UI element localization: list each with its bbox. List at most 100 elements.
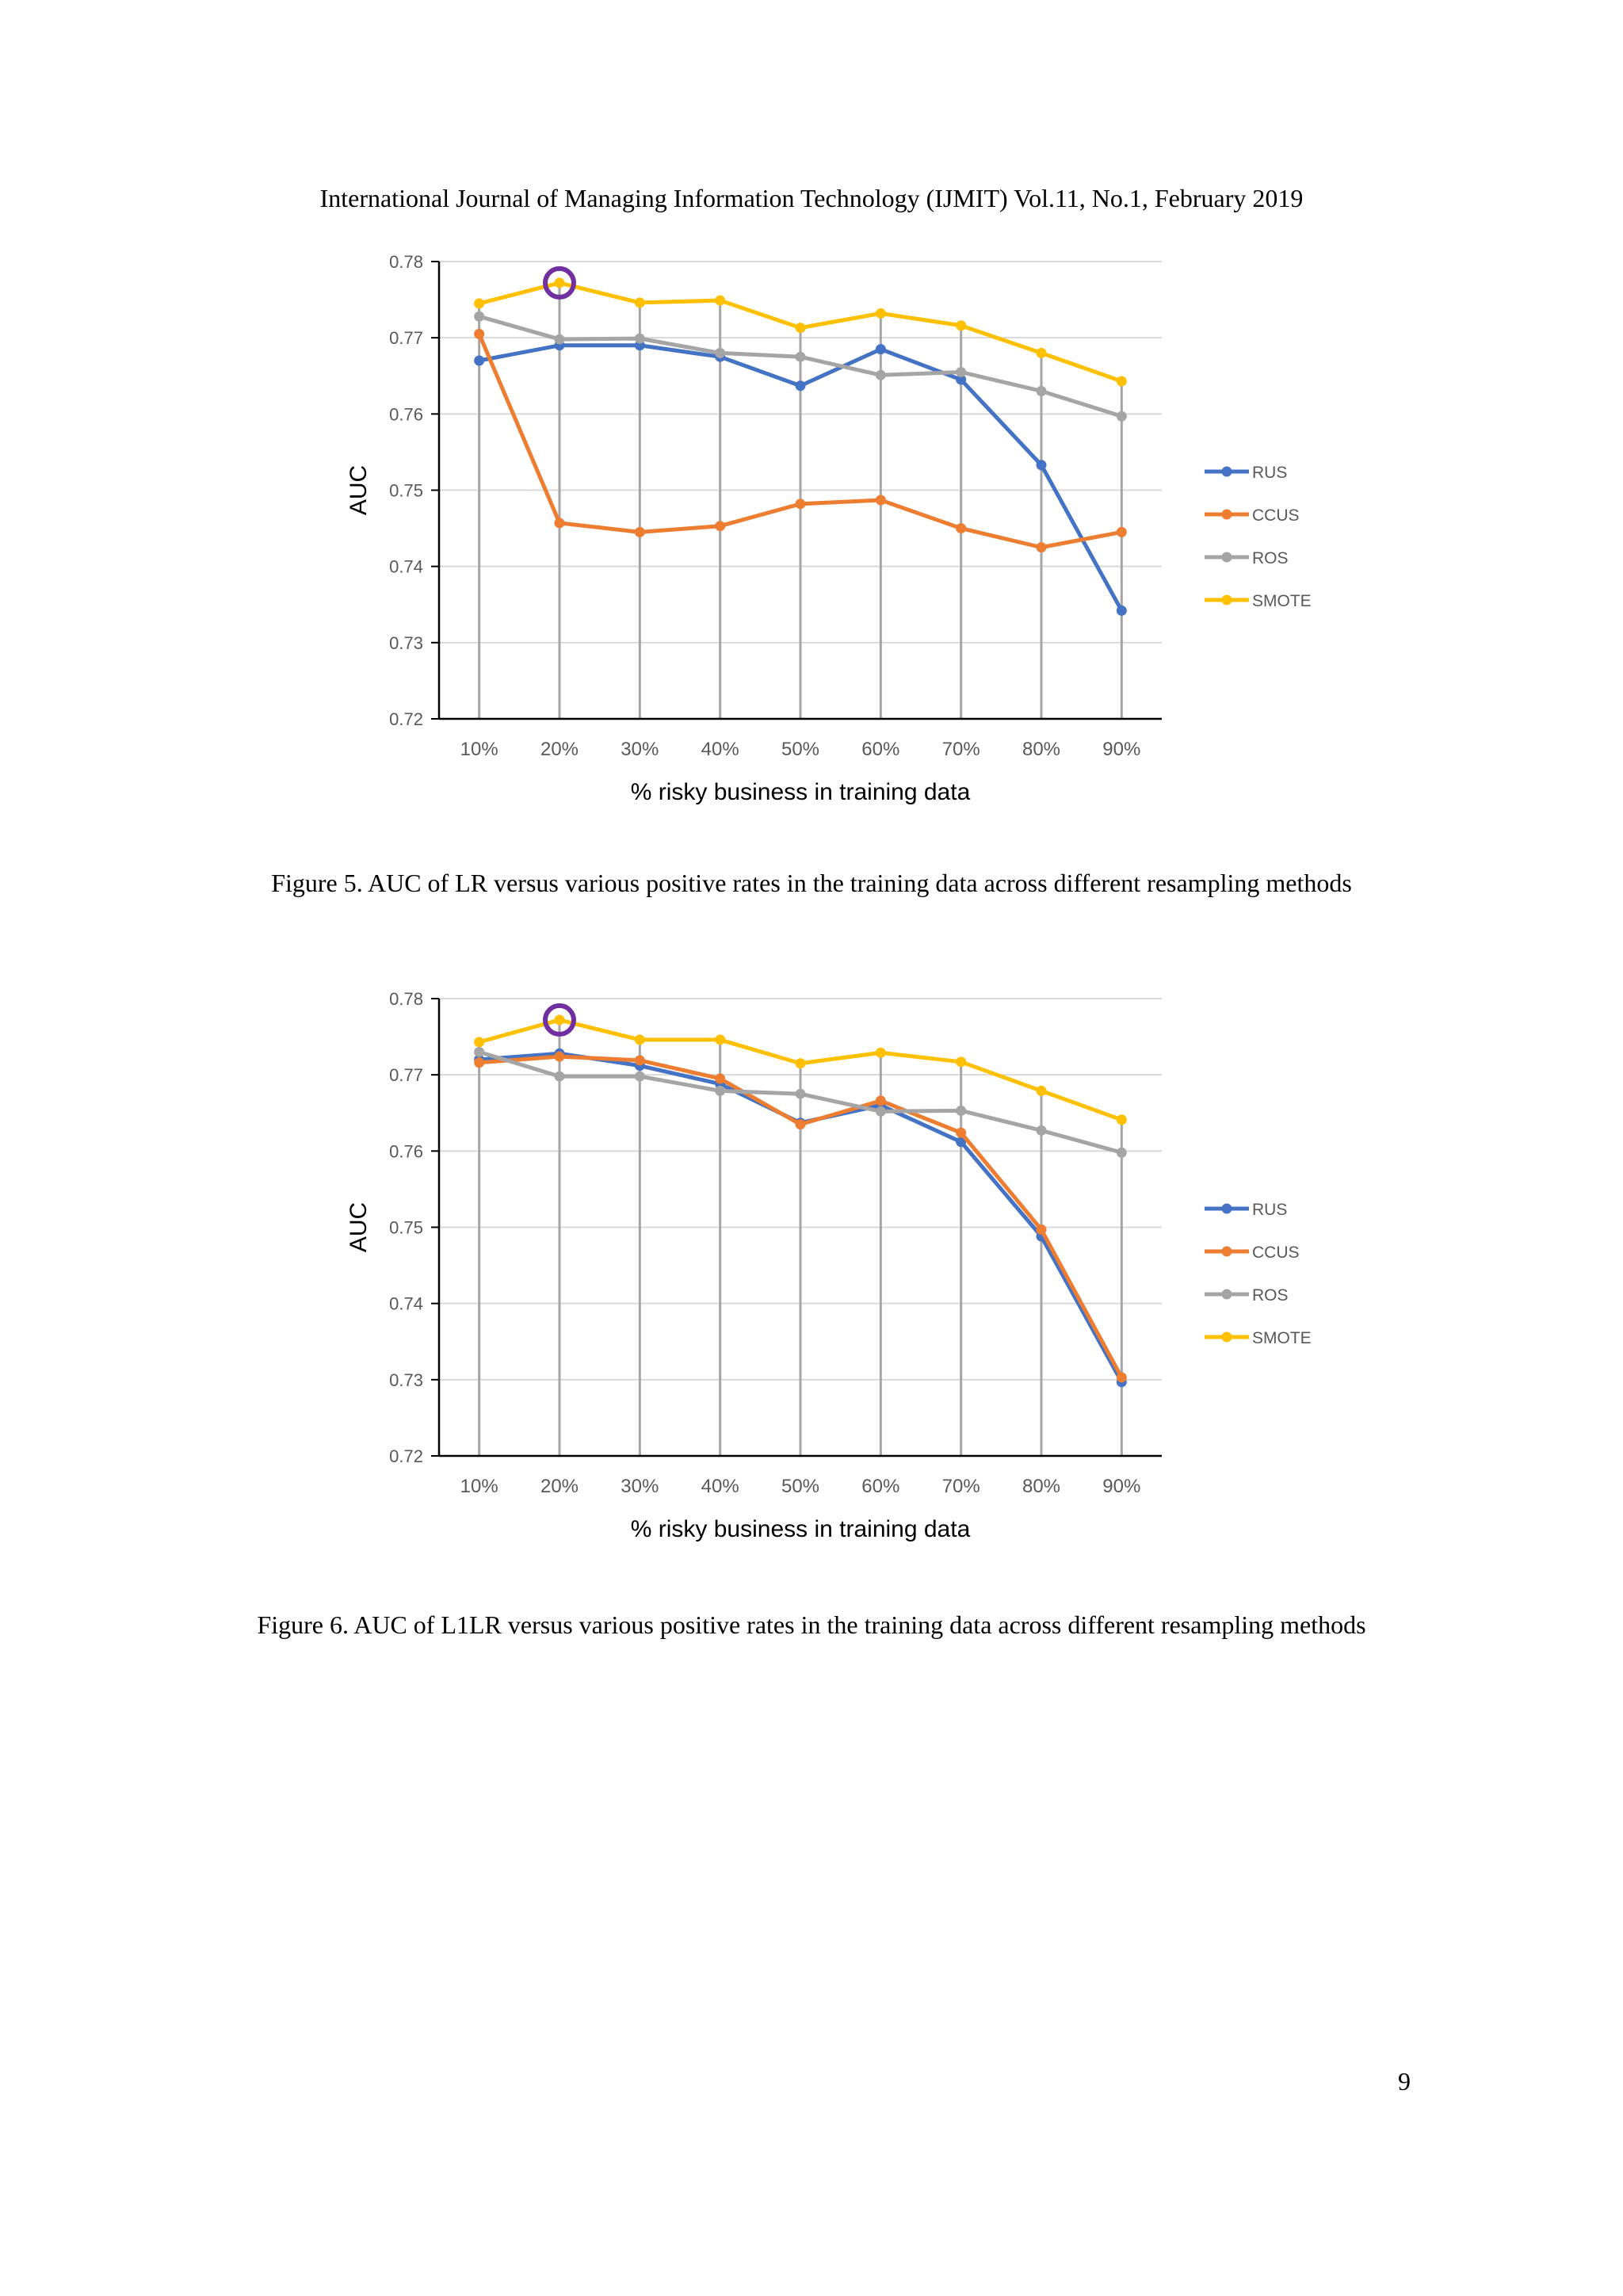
data-point xyxy=(634,526,645,537)
series-smote xyxy=(474,1014,1127,1125)
data-point xyxy=(1116,526,1127,537)
x-tick-label: 30% xyxy=(621,1476,659,1497)
data-point xyxy=(795,1119,806,1130)
data-point xyxy=(1116,376,1127,387)
x-tick-label: 20% xyxy=(540,739,579,760)
series-ros xyxy=(474,311,1127,422)
data-point xyxy=(956,1105,967,1116)
data-point xyxy=(1036,1224,1047,1235)
data-point xyxy=(1036,1085,1047,1096)
legend-label: SMOTE xyxy=(1252,592,1312,610)
data-point xyxy=(875,369,886,380)
x-tick-label: 60% xyxy=(861,1476,899,1497)
legend-item-smote: SMOTE xyxy=(1205,592,1312,610)
data-point xyxy=(1036,385,1047,396)
x-axis-title: % risky business in training data xyxy=(631,1516,971,1542)
x-tick-label: 50% xyxy=(781,1476,819,1497)
y-tick-label: 0.78 xyxy=(389,989,423,1009)
x-tick-label: 70% xyxy=(942,739,980,760)
y-axis-title: AUC xyxy=(346,465,372,515)
x-tick-label: 30% xyxy=(621,739,659,760)
series-ros xyxy=(474,1046,1127,1158)
legend-swatch-marker xyxy=(1221,594,1232,606)
x-tick-labels: 10% 20% 30% 40% 50% 60% 70% 80% 90% xyxy=(460,1476,1141,1497)
highlight-ring xyxy=(543,1003,576,1037)
series-ccus xyxy=(474,328,1127,553)
x-tick-label: 40% xyxy=(701,739,739,760)
legend-item-rus: RUS xyxy=(1205,464,1287,482)
data-point xyxy=(554,277,565,288)
legend-item-ros: ROS xyxy=(1205,549,1289,567)
data-point xyxy=(554,334,565,345)
data-point xyxy=(715,1073,726,1084)
y-tick-label: 0.73 xyxy=(389,1370,423,1390)
legend: RUS CCUS ROS SMOTE xyxy=(1205,1201,1312,1347)
legend-swatch-marker xyxy=(1221,466,1232,477)
x-tick-label: 90% xyxy=(1102,1476,1140,1497)
series-ccus xyxy=(474,1051,1127,1383)
data-point xyxy=(474,355,485,366)
drop-lines xyxy=(478,1019,1123,1456)
data-point xyxy=(875,1047,886,1058)
y-tick-label: 0.77 xyxy=(389,1065,423,1085)
data-point xyxy=(875,495,886,506)
legend-swatch-marker xyxy=(1221,1246,1232,1257)
data-point xyxy=(634,1071,645,1082)
legend-item-ccus: CCUS xyxy=(1205,506,1300,525)
data-point xyxy=(795,499,806,510)
legend-swatch-marker xyxy=(1221,509,1232,520)
legend-label: CCUS xyxy=(1252,506,1300,525)
legend-swatch-marker xyxy=(1221,1331,1232,1343)
y-tick-label: 0.74 xyxy=(389,557,423,577)
data-point xyxy=(875,308,886,319)
data-point xyxy=(1036,460,1047,471)
data-point xyxy=(1036,347,1047,358)
data-point xyxy=(795,323,806,334)
data-point xyxy=(1116,1114,1127,1125)
data-point xyxy=(634,1034,645,1045)
data-point xyxy=(956,320,967,331)
y-tick-label: 0.77 xyxy=(389,328,423,348)
legend-swatch-marker xyxy=(1221,1289,1232,1300)
data-point xyxy=(875,1095,886,1106)
legend-item-ros: ROS xyxy=(1205,1286,1289,1305)
data-point xyxy=(474,1046,485,1057)
data-point xyxy=(1116,1147,1127,1158)
data-point xyxy=(956,523,967,534)
legend-item-ccus: CCUS xyxy=(1205,1244,1300,1262)
legend-swatch-marker xyxy=(1221,552,1232,563)
data-point xyxy=(554,518,565,529)
data-point xyxy=(956,374,967,385)
data-point xyxy=(474,311,485,322)
data-point xyxy=(554,1051,565,1062)
data-point xyxy=(634,333,645,344)
legend-label: ROS xyxy=(1252,1286,1289,1305)
running-header: International Journal of Managing Inform… xyxy=(319,184,1304,212)
data-point xyxy=(795,380,806,392)
data-point xyxy=(1116,411,1127,422)
figure-5-chart: 0.72 0.73 0.74 0.75 0.76 0.77 0.78 10% 20% 30% 40%… xyxy=(346,252,1312,805)
data-point xyxy=(554,1071,565,1082)
x-tick-label: 80% xyxy=(1022,1476,1060,1497)
legend-label: RUS xyxy=(1252,464,1287,482)
data-point xyxy=(715,347,726,358)
data-point xyxy=(956,1056,967,1068)
data-point xyxy=(715,1034,726,1045)
y-tick-labels: 0.72 0.73 0.74 0.75 0.76 0.77 0.78 xyxy=(389,989,439,1466)
x-tick-label: 80% xyxy=(1022,739,1060,760)
legend-label: SMOTE xyxy=(1252,1329,1312,1347)
x-tick-label: 10% xyxy=(460,739,498,760)
y-tick-label: 0.72 xyxy=(389,709,423,729)
data-point xyxy=(474,328,485,339)
drop-lines xyxy=(478,282,1123,719)
legend-item-smote: SMOTE xyxy=(1205,1329,1312,1347)
data-point xyxy=(474,1057,485,1068)
figure-6-chart: 0.72 0.73 0.74 0.75 0.76 0.77 0.78 10% 20% 30% 40%… xyxy=(346,989,1312,1542)
data-point xyxy=(715,521,726,532)
y-tick-labels: 0.72 0.73 0.74 0.75 0.76 0.77 0.78 xyxy=(389,252,439,729)
y-tick-label: 0.75 xyxy=(389,1218,423,1238)
legend-label: ROS xyxy=(1252,549,1289,567)
x-tick-label: 60% xyxy=(861,739,899,760)
data-point xyxy=(956,1127,967,1138)
data-point xyxy=(956,366,967,377)
